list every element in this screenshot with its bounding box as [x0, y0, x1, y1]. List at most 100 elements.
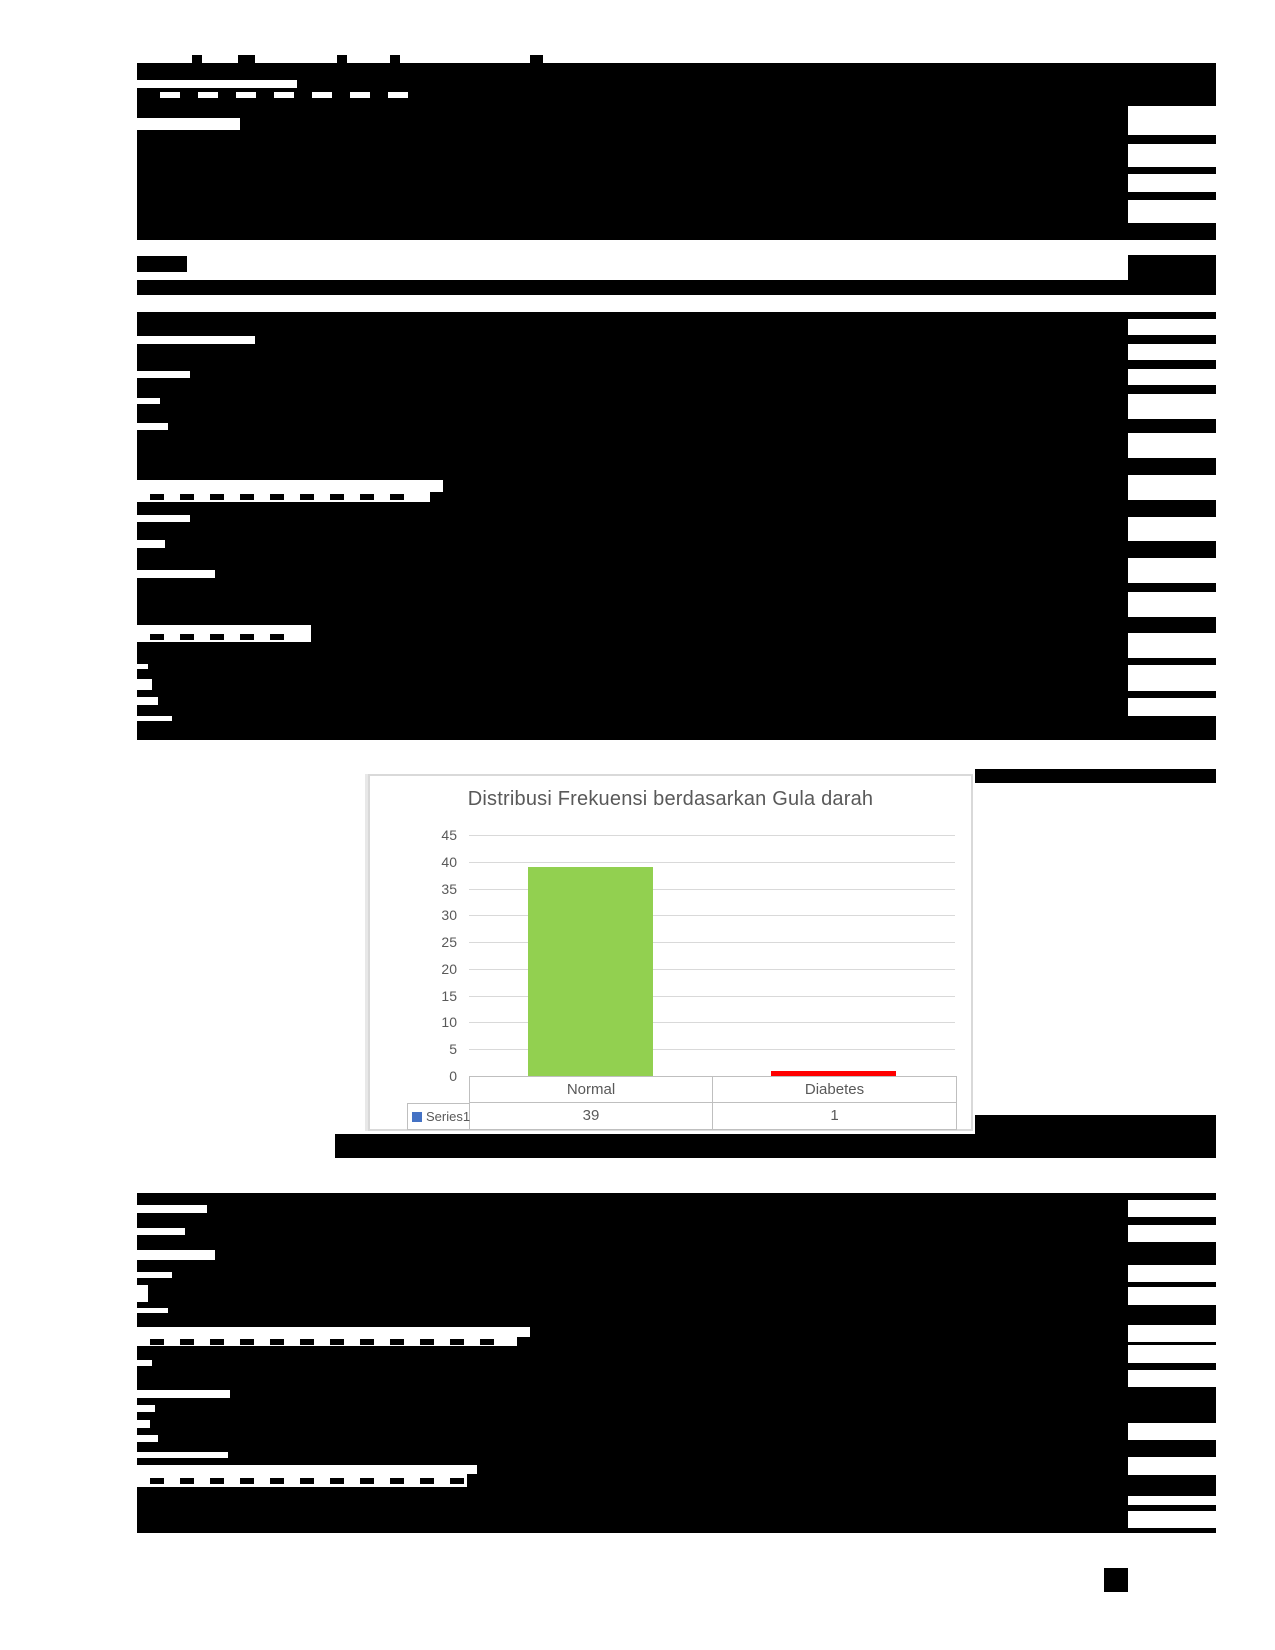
- redaction-gap: [1128, 1423, 1216, 1440]
- y-tick-label: 25: [441, 934, 457, 951]
- redaction-gap: [137, 398, 160, 404]
- redaction-gap-dash: [312, 92, 332, 98]
- redaction-gap: [1128, 1370, 1216, 1387]
- y-tick-label: 20: [441, 960, 457, 977]
- redaction-text-fragment: [150, 1478, 164, 1484]
- redaction-gap: [137, 1308, 168, 1313]
- y-tick-label: 10: [441, 1014, 457, 1031]
- redaction-bar: [238, 55, 255, 64]
- redaction-text-fragment: [180, 1478, 194, 1484]
- redaction-text-fragment: [450, 1478, 464, 1484]
- plot-area: [469, 835, 955, 1077]
- redaction-text-fragment: [150, 634, 164, 640]
- redaction-gap: [1128, 394, 1216, 419]
- gridline: [469, 1022, 955, 1024]
- redaction-gap: [137, 480, 443, 492]
- redaction-text-fragment: [390, 1478, 404, 1484]
- redaction-gap: [1128, 144, 1216, 167]
- table-value-diabetes: 1: [712, 1102, 957, 1130]
- redaction-gap: [1128, 240, 1216, 255]
- redaction-text-fragment: [330, 1339, 344, 1345]
- redaction-gap: [137, 118, 240, 130]
- redaction-bar: [137, 200, 1216, 240]
- redaction-gap: [1128, 1496, 1216, 1505]
- redaction-gap: [137, 1435, 158, 1442]
- y-tick-label: 30: [441, 907, 457, 924]
- chart-title: Distribusi Frekuensi berdasarkan Gula da…: [467, 788, 874, 810]
- redaction-gap: [1128, 1345, 1216, 1363]
- chart-data-table: Normal Diabetes 39 1: [469, 1076, 957, 1130]
- redaction-bar: [975, 1115, 1216, 1134]
- redaction-gap-dash: [350, 92, 370, 98]
- chart: Distribusi Frekuensi berdasarkan Gula da…: [368, 774, 973, 1131]
- redaction-gap: [1128, 200, 1216, 223]
- table-header-normal: Normal: [469, 1076, 713, 1103]
- redaction-text-fragment: [480, 1339, 494, 1345]
- redaction-gap: [1128, 1200, 1216, 1217]
- redaction-gap: [137, 80, 297, 88]
- legend: Series1: [407, 1103, 470, 1130]
- redaction-text-fragment: [210, 1339, 224, 1345]
- redaction-bar: [1104, 1568, 1128, 1592]
- redaction-text-fragment: [150, 1339, 164, 1345]
- redaction-bar: [530, 55, 543, 64]
- redaction-bar: [137, 256, 187, 272]
- y-tick-label: 40: [441, 853, 457, 870]
- redaction-gap-dash: [160, 92, 180, 98]
- redaction-gap: [1128, 1225, 1216, 1242]
- redaction-gap-dash: [274, 92, 294, 98]
- redaction-gap: [1128, 1265, 1216, 1282]
- redaction-gap: [137, 679, 152, 690]
- redaction-text-fragment: [270, 494, 284, 500]
- gridline: [469, 888, 955, 890]
- redaction-gap: [137, 1285, 148, 1302]
- redaction-gap: [137, 1228, 185, 1235]
- gridline: [469, 995, 955, 997]
- redaction-gap-dash: [388, 92, 408, 98]
- redaction-gap: [1128, 558, 1216, 583]
- redaction-text-fragment: [240, 634, 254, 640]
- y-tick-label: 15: [441, 987, 457, 1004]
- gridline: [469, 915, 955, 917]
- redaction-text-fragment: [390, 1339, 404, 1345]
- y-tick-label: 45: [441, 827, 457, 843]
- redaction-gap: [137, 1205, 207, 1213]
- redaction-gap: [137, 664, 148, 669]
- legend-marker-icon: [412, 1111, 422, 1122]
- redaction-bar: [335, 1134, 1216, 1158]
- redaction-gap: [137, 1452, 228, 1458]
- redaction-gap: [137, 371, 190, 378]
- redaction-gap: [1128, 1287, 1216, 1305]
- redaction-gap: [1128, 369, 1216, 385]
- gridline: [469, 1049, 955, 1051]
- redaction-gap: [1128, 344, 1216, 360]
- redaction-gap: [137, 336, 255, 344]
- redaction-gap: [1128, 665, 1216, 691]
- redaction-text-fragment: [270, 634, 284, 640]
- gridline: [469, 942, 955, 944]
- redaction-gap: [1128, 319, 1216, 335]
- redaction-gap: [137, 1390, 230, 1398]
- redaction-bar: [137, 312, 1128, 740]
- redaction-bar: [137, 105, 1128, 200]
- redaction-gap: [137, 1420, 150, 1428]
- y-tick-label: 5: [449, 1041, 457, 1058]
- legend-label: Series1: [426, 1109, 471, 1124]
- redaction-text-fragment: [300, 1339, 314, 1345]
- redaction-text-fragment: [240, 1478, 254, 1484]
- redaction-text-fragment: [270, 1339, 284, 1345]
- redaction-gap: [1128, 592, 1216, 617]
- redaction-gap: [137, 697, 158, 705]
- redaction-text-fragment: [240, 1339, 254, 1345]
- redaction-gap: [1128, 517, 1216, 541]
- redaction-text-fragment: [330, 494, 344, 500]
- redaction-text-fragment: [270, 1478, 284, 1484]
- redaction-bar: [390, 55, 400, 64]
- redaction-bar: [137, 280, 1216, 295]
- redaction-text-fragment: [330, 1478, 344, 1484]
- y-tick-label: 0: [449, 1068, 457, 1084]
- redaction-gap: [1128, 1457, 1216, 1475]
- redaction-gap: [1128, 106, 1216, 135]
- redaction-gap-dash: [236, 92, 256, 98]
- table-header-diabetes: Diabetes: [712, 1076, 957, 1103]
